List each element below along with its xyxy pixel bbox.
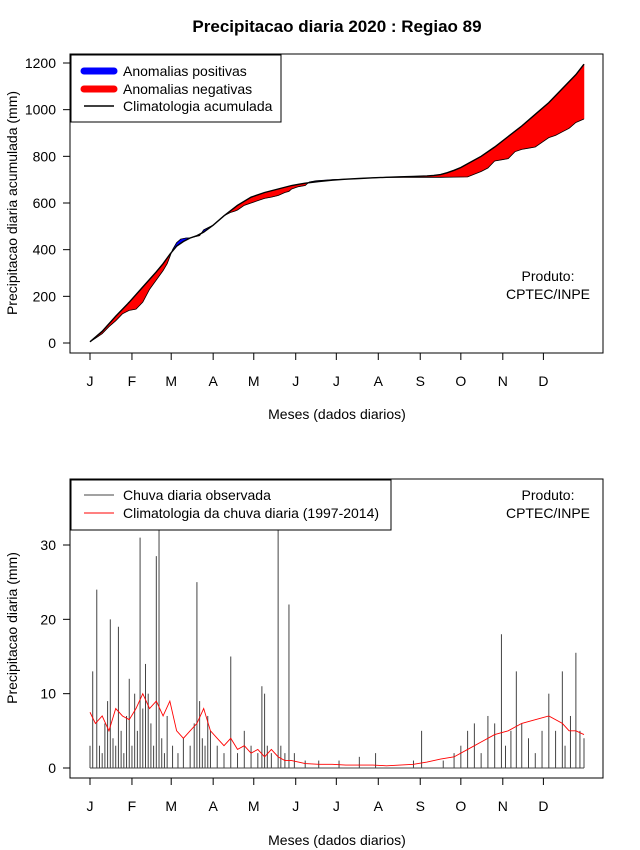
chart-title: Precipitacao diaria 2020 : Regiao 89 — [192, 17, 481, 36]
y-tick-label: 10 — [40, 686, 56, 702]
legend-box — [70, 479, 392, 531]
y-axis: 0 200 400 600 800 1000 1200 — [25, 55, 71, 351]
observed-cumulative-line — [89, 118, 585, 343]
climatology-daily-line — [89, 692, 585, 767]
daily-precip-chart: 0 10 20 30 J F M A M J J A S O N D Meses (dados diario… — [4, 478, 604, 848]
legend: Anomalias positivas Anomalias negativas … — [70, 54, 282, 123]
y-tick-label: 0 — [48, 760, 56, 776]
y-tick-label: 0 — [48, 335, 56, 351]
x-tick-label: A — [374, 798, 384, 814]
legend-label: Climatologia da chuva diaria (1997-2014) — [123, 505, 379, 521]
legend: Chuva diaria observada Climatologia da c… — [70, 479, 392, 531]
x-tick-label: N — [498, 373, 508, 389]
x-tick-label: M — [165, 373, 177, 389]
x-tick-label: S — [416, 798, 425, 814]
y-tick-label: 20 — [40, 611, 56, 627]
x-tick-label: F — [128, 798, 137, 814]
x-tick-label: J — [292, 798, 299, 814]
y-tick-label: 400 — [33, 242, 57, 258]
climatology-cumulative-line — [89, 63, 585, 343]
x-tick-label: O — [455, 798, 466, 814]
y-axis-label: Precipitacao diaria acumulada (mm) — [4, 91, 20, 315]
x-tick-label: J — [333, 798, 340, 814]
daily-rain-bars — [89, 522, 585, 769]
x-tick-label: J — [87, 798, 94, 814]
negative-anomaly-area — [89, 251, 173, 343]
x-tick-label: A — [208, 798, 218, 814]
credit-line-1: Produto: — [522, 487, 575, 503]
cumulative-precip-chart: Precipitacao diaria 2020 : Regiao 89 0 20… — [4, 17, 604, 422]
y-tick-label: 1000 — [25, 102, 56, 118]
x-axis-label: Meses (dados diarios) — [268, 832, 406, 848]
legend-label: Climatologia acumulada — [123, 98, 273, 114]
climatology-line — [89, 692, 585, 767]
x-tick-label: A — [374, 373, 384, 389]
x-tick-label: J — [87, 373, 94, 389]
credit-line-2: CPTEC/INPE — [506, 286, 590, 302]
positive-anomaly-area — [170, 237, 192, 254]
legend-label: Chuva diaria observada — [123, 487, 271, 503]
legend-label: Anomalias negativas — [123, 81, 252, 97]
credit-line-1: Produto: — [522, 268, 575, 284]
x-axis-label: Meses (dados diarios) — [268, 406, 406, 422]
x-tick-label: M — [248, 798, 260, 814]
series-lines — [89, 63, 585, 343]
x-tick-label: D — [538, 798, 548, 814]
x-tick-label: M — [248, 373, 260, 389]
credit-line-2: CPTEC/INPE — [506, 505, 590, 521]
x-tick-label: S — [416, 373, 425, 389]
legend-label: Anomalias positivas — [123, 63, 247, 79]
x-tick-label: J — [292, 373, 299, 389]
y-tick-label: 1200 — [25, 55, 56, 71]
negative-anomaly-area — [386, 63, 585, 178]
y-tick-label: 800 — [33, 148, 57, 164]
x-tick-label: O — [455, 373, 466, 389]
y-axis: 0 10 20 30 — [40, 537, 71, 776]
x-tick-label: M — [165, 798, 177, 814]
y-tick-label: 600 — [33, 195, 57, 211]
y-axis-label: Precipitacao diaria (mm) — [4, 552, 20, 704]
x-tick-label: F — [128, 373, 137, 389]
x-tick-label: J — [333, 373, 340, 389]
y-tick-label: 200 — [33, 288, 57, 304]
y-tick-label: 30 — [40, 537, 56, 553]
x-tick-label: A — [208, 373, 218, 389]
x-tick-label: N — [498, 798, 508, 814]
x-tick-label: D — [538, 373, 548, 389]
